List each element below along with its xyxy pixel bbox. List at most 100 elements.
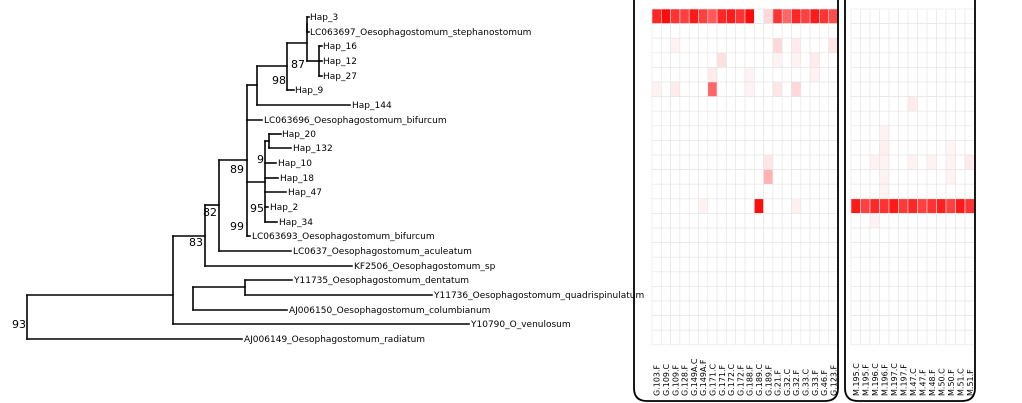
heatmap-cell [809, 329, 820, 346]
bootstrap-value: 89 [230, 163, 244, 176]
heatmap-cell [936, 315, 947, 331]
heatmap-cell [679, 315, 690, 331]
heatmap-cell [964, 8, 975, 24]
heatmap-cell [907, 67, 918, 83]
heatmap-cell [679, 286, 690, 302]
heatmap-cell [898, 169, 909, 185]
heatmap-cell [781, 125, 792, 141]
heatmap-cell [707, 125, 718, 141]
heatmap-cell [964, 23, 975, 39]
heatmap-cell [763, 169, 774, 185]
heatmap-cell [651, 140, 662, 156]
heatmap-cell [772, 125, 783, 141]
heatmap-cell [735, 125, 746, 141]
heatmap-cell [888, 23, 899, 39]
heatmap-cell [707, 37, 718, 54]
heatmap-cell [955, 242, 966, 258]
heatmap-cell [791, 227, 802, 243]
heatmap-cell [670, 140, 681, 156]
heatmap-cell [955, 23, 966, 39]
heatmap-cell [879, 271, 890, 287]
heatmap-cell [660, 37, 671, 54]
tip-label: Hap_9 [295, 86, 323, 96]
heatmap-cell [763, 37, 774, 54]
heatmap-cell [679, 271, 690, 287]
heatmap-cell [726, 23, 737, 39]
heatmap-cell [763, 140, 774, 156]
heatmap-cell [791, 96, 802, 112]
heatmap-cell [926, 242, 937, 258]
heatmap-cell [926, 329, 937, 346]
heatmap-cell [772, 37, 783, 54]
heatmap-cell [828, 329, 839, 346]
heatmap-cell [850, 37, 861, 54]
heatmap-cell [679, 227, 690, 243]
heatmap-cell [917, 198, 928, 214]
heatmap-cell [791, 67, 802, 83]
heatmap-cell [781, 169, 792, 185]
heatmap-cell [907, 154, 918, 170]
heatmap-cell [860, 23, 871, 39]
heatmap-cell [707, 81, 718, 97]
heatmap-cell [781, 286, 792, 302]
heatmap-cell [964, 227, 975, 243]
heatmap-cell [753, 227, 764, 243]
heatmap-cell [670, 154, 681, 170]
heatmap-cell [828, 198, 839, 214]
heatmap-cell [898, 227, 909, 243]
heatmap-cell [726, 8, 737, 24]
heatmap-cell [716, 315, 727, 331]
heatmap-cell [698, 52, 709, 68]
heatmap-cell [945, 154, 956, 170]
heatmap-cell [964, 183, 975, 200]
heatmap-cell [781, 183, 792, 200]
heatmap-cell [698, 198, 709, 214]
panel-frame-g [633, 0, 839, 402]
heatmap-cell [945, 37, 956, 54]
heatmap-cell [781, 213, 792, 229]
heatmap-cell [791, 169, 802, 185]
heatmap-cell [879, 227, 890, 243]
heatmap-cell [735, 37, 746, 54]
heatmap-cell [955, 329, 966, 346]
heatmap-cell [781, 271, 792, 287]
heatmap-cell [879, 81, 890, 97]
heatmap-cell [945, 315, 956, 331]
heatmap-cell [828, 169, 839, 185]
heatmap-cell [860, 271, 871, 287]
heatmap-cell [898, 23, 909, 39]
heatmap-cell [850, 125, 861, 141]
heatmap-cell [907, 169, 918, 185]
bootstrap-value: 99 [230, 220, 244, 233]
tip-label: LC063696_Oesophagostomum_bifurcum [264, 116, 447, 126]
heatmap-cell [945, 8, 956, 24]
heatmap-cell [716, 227, 727, 243]
heatmap-cell [688, 52, 699, 68]
heatmap-cell [679, 154, 690, 170]
column-label: G.189.C [755, 363, 764, 396]
heatmap-cell [670, 256, 681, 273]
heatmap-cell [800, 213, 811, 229]
heatmap-cell [744, 81, 755, 97]
heatmap-cell [726, 169, 737, 185]
heatmap-cell [660, 227, 671, 243]
heatmap-cell [860, 140, 871, 156]
heatmap-cell [869, 52, 880, 68]
heatmap-cell [898, 213, 909, 229]
heatmap-cell [955, 227, 966, 243]
heatmap-cell [898, 315, 909, 331]
heatmap-cell [688, 169, 699, 185]
heatmap-cell [781, 154, 792, 170]
heatmap-cell [698, 23, 709, 39]
heatmap-cell [660, 315, 671, 331]
heatmap-cell [860, 96, 871, 112]
heatmap-cell [772, 67, 783, 83]
heatmap-cell [791, 37, 802, 54]
heatmap-cell [926, 213, 937, 229]
heatmap-cell [828, 140, 839, 156]
heatmap-cell [888, 329, 899, 346]
heatmap-cell [879, 242, 890, 258]
heatmap-cell [936, 271, 947, 287]
heatmap-cell [860, 183, 871, 200]
heatmap-cell [869, 110, 880, 127]
